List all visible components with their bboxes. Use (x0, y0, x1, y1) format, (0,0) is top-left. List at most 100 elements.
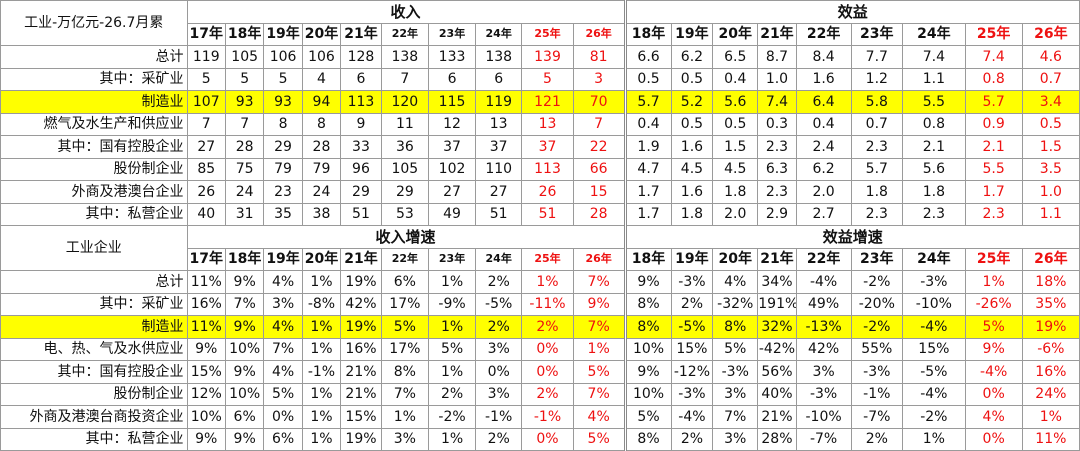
top-profit-cell: 5.7 (964, 90, 1023, 114)
bottom-profit-cell: 56% (757, 360, 797, 384)
bottom-income-cell: 2% (475, 270, 523, 294)
bottom-profit-year-header: 22年 (795, 247, 852, 271)
bottom-profit-cell: 24% (1021, 382, 1080, 406)
bottom-profit-cell: 0% (964, 427, 1023, 451)
top-profit-cell: 1.6 (670, 135, 714, 159)
bottom-income-cell: 3% (380, 427, 429, 451)
top-profit-cell: 1.5 (1021, 135, 1080, 159)
top-income-cell: 35 (263, 202, 303, 226)
bottom-income-cell: 17% (380, 337, 429, 361)
top-income-cell: 33 (340, 135, 382, 159)
bottom-profit-cell: -42% (757, 337, 797, 361)
bottom-income-cell: 5% (427, 337, 477, 361)
bottom-profit-cell: -12% (670, 360, 714, 384)
bottom-profit-cell: 1% (902, 427, 966, 451)
top-income-cell: 7 (380, 67, 429, 91)
bottom-income-cell: 2% (427, 382, 477, 406)
bottom-income-cell: 0% (263, 405, 303, 429)
top-profit-cell: 1.9 (623, 135, 672, 159)
top-income-cell: 79 (263, 157, 303, 181)
top-income-cell: 8 (301, 112, 342, 136)
bottom-profit-cell: 2% (670, 292, 714, 316)
bottom-row-label: 其中：国有控股企业 (0, 360, 188, 384)
bottom-profit-cell: 2% (850, 427, 904, 451)
bottom-income-cell: -2% (427, 405, 477, 429)
bottom-profit-cell: 9% (964, 337, 1023, 361)
top-table-row: 燃气及水生产和供应业 7 7 8 8 9 11 12 13 13 7 0.4 0.5 0.5 0.3 0.4 0… (0, 112, 1080, 136)
bottom-profit-cell: 19% (1021, 315, 1080, 339)
top-profit-cell: 0.7 (850, 112, 904, 136)
top-income-cell: 93 (224, 90, 265, 114)
bottom-table-row: 股份制企业 12% 10% 5% 1% 21% 7% 2% 3% 2% 7% 10% -3% 3% 40% -… (0, 382, 1080, 406)
top-profit-cell: 2.4 (795, 135, 852, 159)
bottom-profit-cell: 3% (712, 382, 759, 406)
top-profit-cell: 7.4 (964, 45, 1023, 69)
bottom-income-cell: 6% (224, 405, 265, 429)
top-income-cell: 29 (263, 135, 303, 159)
top-income-year-header: 24年 (475, 22, 523, 46)
bottom-profit-cell: -13% (795, 315, 852, 339)
bottom-profit-cell: -2% (902, 405, 966, 429)
bottom-income-cell: 9% (224, 315, 265, 339)
top-income-cell: 138 (380, 45, 429, 69)
bottom-income-cell: 1% (380, 405, 429, 429)
bottom-profit-cell: -10% (902, 292, 966, 316)
bottom-income-cell: -1% (301, 360, 342, 384)
bottom-profit-cell: -3% (670, 270, 714, 294)
top-profit-cell: 1.1 (1021, 202, 1080, 226)
top-income-cell: 139 (521, 45, 574, 69)
bottom-income-cell: 15% (186, 360, 226, 384)
top-profit-cell: 0.5 (623, 67, 672, 91)
bottom-income-cell: -11% (521, 292, 574, 316)
top-income-cell: 128 (340, 45, 382, 69)
bottom-profit-cell: -4% (795, 270, 852, 294)
top-income-cell: 5 (186, 67, 226, 91)
top-table-row: 其中：私营企业 40 31 35 38 51 53 49 51 51 28 1.7 1.8 2.0 2.9 2… (0, 202, 1080, 226)
top-profit-cell: 5.7 (623, 90, 672, 114)
bottom-income-cell: 19% (340, 315, 382, 339)
top-income-cell: 51 (521, 202, 574, 226)
bottom-income-year-header: 22年 (380, 247, 429, 271)
bottom-row-label: 外商及港澳台商投资企业 (0, 405, 188, 429)
top-row-label: 其中：国有控股企业 (0, 135, 188, 159)
top-profit-cell: 5.6 (712, 90, 759, 114)
top-income-cell: 93 (263, 90, 303, 114)
bottom-income-year-header: 23年 (427, 247, 477, 271)
top-profit-year-header: 25年 (964, 22, 1023, 46)
bottom-profit-cell: 32% (757, 315, 797, 339)
bottom-profit-cell: 1% (1021, 405, 1080, 429)
bottom-income-cell: 7% (572, 315, 626, 339)
bottom-profit-cell: 1% (964, 270, 1023, 294)
bottom-income-cell: 21% (340, 382, 382, 406)
bottom-income-cell: 3% (475, 337, 523, 361)
top-profit-cell: 2.1 (964, 135, 1023, 159)
bottom-profit-year-header: 19年 (670, 247, 714, 271)
bottom-income-cell: 7% (380, 382, 429, 406)
top-income-cell: 7 (186, 112, 226, 136)
bottom-income-cell: -8% (301, 292, 342, 316)
bottom-income-cell: 5% (572, 360, 626, 384)
bottom-profit-cell: 9% (623, 360, 672, 384)
top-profit-cell: 6.6 (623, 45, 672, 69)
top-row-label: 外商及港澳台企业 (0, 180, 188, 204)
bottom-profit-year-header: 26年 (1021, 247, 1080, 271)
top-profit-cell: 1.0 (757, 67, 797, 91)
top-profit-cell: 8.4 (795, 45, 852, 69)
top-income-cell: 53 (380, 202, 429, 226)
bottom-income-cell: 8% (380, 360, 429, 384)
top-income-cell: 106 (301, 45, 342, 69)
bottom-profit-cell: -3% (712, 360, 759, 384)
bottom-income-cell: 2% (521, 382, 574, 406)
bottom-income-group-header: 收入增速 (186, 225, 626, 249)
top-income-cell: 29 (340, 180, 382, 204)
bottom-profit-cell: 28% (757, 427, 797, 451)
bottom-profit-cell: 16% (1021, 360, 1080, 384)
bottom-income-cell: 16% (186, 292, 226, 316)
top-profit-cell: 5.5 (902, 90, 966, 114)
top-table-row: 总计 119 105 106 106 128 138 133 138 139 81 6.6 6.2 6.5… (0, 45, 1080, 69)
top-profit-cell: 1.8 (670, 202, 714, 226)
bottom-profit-cell: 8% (623, 427, 672, 451)
top-income-year-header: 18年 (224, 22, 265, 46)
top-profit-year-header: 24年 (902, 22, 966, 46)
top-income-group-header: 收入 (186, 0, 626, 24)
